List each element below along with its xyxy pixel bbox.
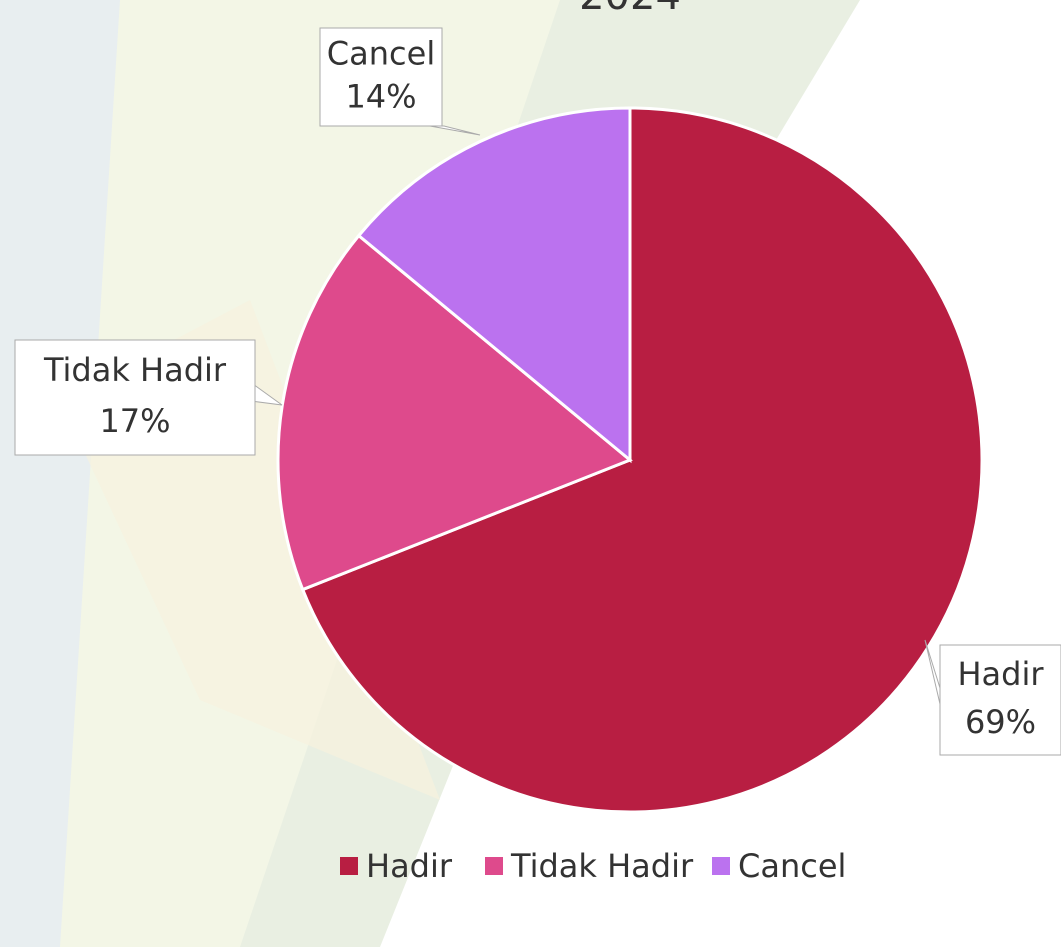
data-label-value: 14% (345, 78, 416, 116)
data-label-name: Cancel (327, 34, 435, 72)
legend-swatch (712, 857, 730, 875)
data-label-value: 17% (99, 402, 170, 440)
legend-swatch (485, 857, 503, 875)
legend-label: Tidak Hadir (510, 847, 694, 885)
chart-title: 2024 (579, 0, 681, 19)
data-label-name: Tidak Hadir (43, 351, 227, 389)
page: 2024 Hadir 69% Tidak Hadir 17% Cancel 14% Hadi… (0, 0, 1061, 947)
legend-label: Hadir (366, 847, 453, 885)
data-label-name: Hadir (957, 655, 1044, 693)
legend-label: Cancel (738, 847, 846, 885)
chart: 2024 Hadir 69% Tidak Hadir 17% Cancel 14% Hadi… (0, 0, 1061, 947)
data-label-value: 69% (965, 703, 1036, 741)
legend-swatch (340, 857, 358, 875)
